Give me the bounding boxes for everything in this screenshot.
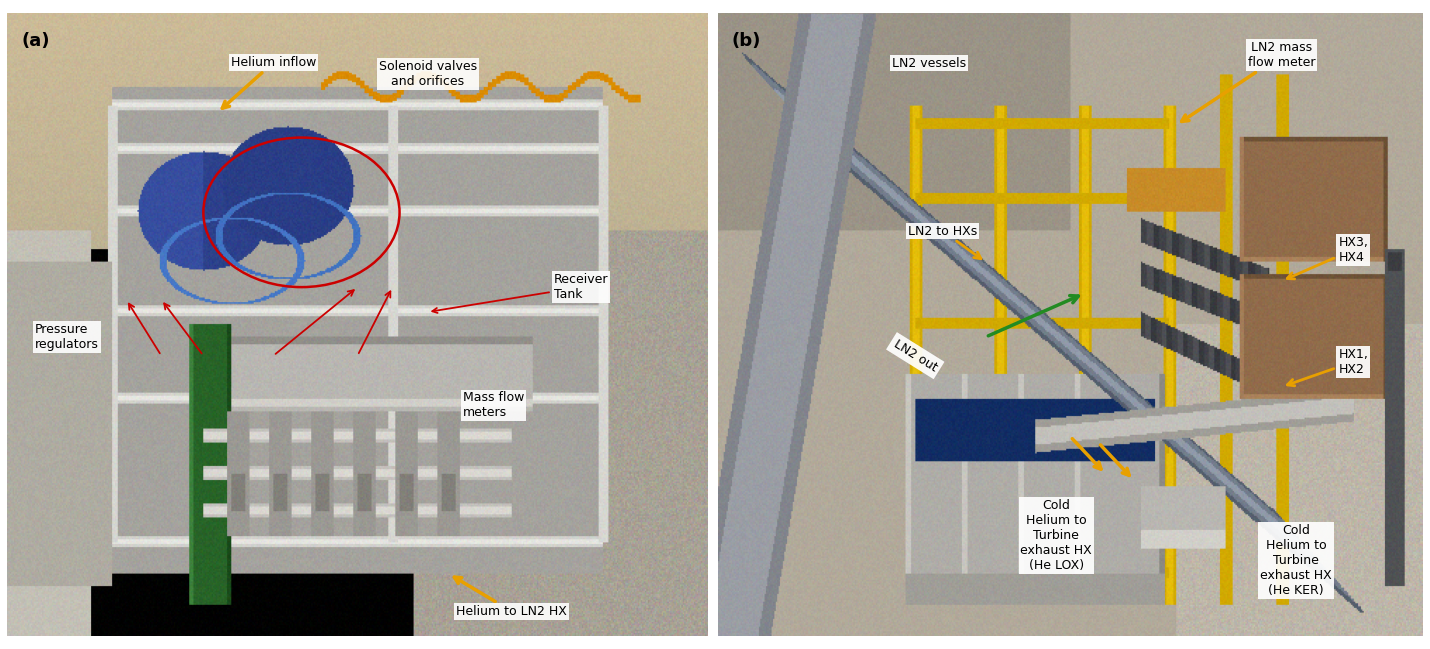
Text: Cold
Helium to
Turbine
exhaust HX
(He LOX): Cold Helium to Turbine exhaust HX (He LO… xyxy=(1021,499,1093,572)
Text: HX3,
HX4: HX3, HX4 xyxy=(1287,236,1369,279)
Text: LN2 out: LN2 out xyxy=(891,337,940,374)
Text: LN2 vessels: LN2 vessels xyxy=(892,56,967,69)
Text: LN2 to HXs: LN2 to HXs xyxy=(908,225,981,259)
Text: LN2 mass
flow meter: LN2 mass flow meter xyxy=(1181,41,1316,121)
Text: Cold
Helium to
Turbine
exhaust HX
(He KER): Cold Helium to Turbine exhaust HX (He KE… xyxy=(1260,524,1331,597)
Text: Pressure
regulators: Pressure regulators xyxy=(36,323,99,351)
Text: Receiver
Tank: Receiver Tank xyxy=(432,273,608,313)
Text: Helium to LN2 HX: Helium to LN2 HX xyxy=(455,577,568,618)
Text: HX1,
HX2: HX1, HX2 xyxy=(1287,348,1369,386)
Text: Solenoid valves
and orifices: Solenoid valves and orifices xyxy=(379,60,476,88)
Text: (b): (b) xyxy=(732,32,761,50)
Text: Mass flow
meters: Mass flow meters xyxy=(463,391,523,419)
Text: Helium inflow: Helium inflow xyxy=(222,56,316,108)
Text: (a): (a) xyxy=(21,32,50,50)
